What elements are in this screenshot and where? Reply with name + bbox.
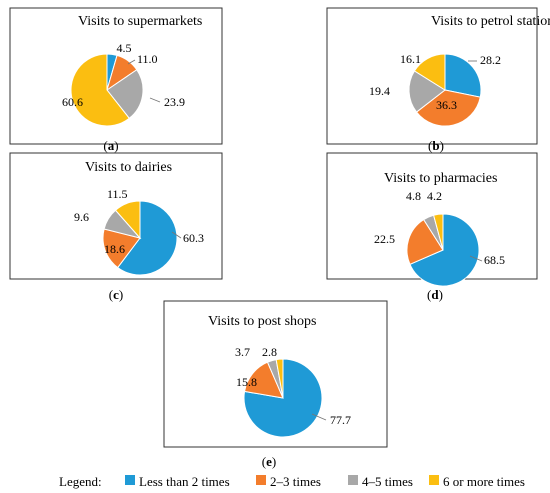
leader-line <box>149 97 161 103</box>
panel-caption: (e) <box>262 454 276 469</box>
panel-caption: (c) <box>109 287 123 302</box>
pie-title: Visits to supermarkets <box>78 14 202 29</box>
leader-line <box>469 255 483 262</box>
panel-border <box>326 7 538 145</box>
data-label-6-or-more-times: 60.6 <box>62 95 83 109</box>
pie-slice-6-or-more-times <box>413 53 446 91</box>
pie-slice-4-5-times <box>106 69 144 120</box>
data-label-2-3-times: 22.5 <box>374 232 395 246</box>
panel-caption: (b) <box>428 138 444 153</box>
data-label-2-3-times: 36.3 <box>436 98 457 112</box>
legend-item-6-or-more-times: 6 or more times <box>443 474 525 489</box>
data-label-2-3-times: 15.8 <box>236 375 257 389</box>
pie-title: Visits to pharmacies <box>384 171 497 186</box>
legend-item-4-5-times: 4–5 times <box>362 474 413 489</box>
panel-caption: (d) <box>427 287 443 302</box>
data-label-6-or-more-times: 2.8 <box>262 345 277 359</box>
legend-swatch-6-or-more-times <box>429 475 439 485</box>
pie-title: Visits to petrol stations <box>431 14 550 29</box>
data-label-6-or-more-times: 4.2 <box>427 189 442 203</box>
pie-panel-d: Visits to pharmacies 68.5 22.5 4.8 4.2 (d) <box>326 152 538 302</box>
panel-border <box>9 7 223 145</box>
panel-caption: (a) <box>103 138 118 153</box>
data-label-less-than-2-times: 4.5 <box>117 41 132 55</box>
data-label-2-3-times: 18.6 <box>104 242 125 256</box>
data-label-less-than-2-times: 68.5 <box>484 253 505 267</box>
pie-panel-a: Visits to supermarkets 4.5 11.0 23.9 60.6 (a) <box>9 7 223 153</box>
panel-border <box>9 152 223 280</box>
data-label-4-5-times: 3.7 <box>235 345 250 359</box>
data-label-4-5-times: 23.9 <box>164 95 185 109</box>
pie-slice-less-than-2-times <box>409 213 480 287</box>
pie-slice-2-3-times <box>415 89 481 127</box>
pie-slice-less-than-2-times <box>444 53 482 98</box>
data-label-4-5-times: 19.4 <box>369 84 390 98</box>
data-label-less-than-2-times: 28.2 <box>480 53 501 67</box>
pie-slice-4-5-times <box>408 70 446 113</box>
legend-item-less-than-2-times: Less than 2 times <box>139 474 230 489</box>
panel-border <box>163 300 388 448</box>
legend-swatch-less-than-2-times <box>125 475 135 485</box>
data-label-6-or-more-times: 11.5 <box>107 187 128 201</box>
legend-swatch-4-5-times <box>348 475 358 485</box>
pie-slice-6-or-more-times <box>70 53 130 127</box>
data-label-4-5-times: 4.8 <box>406 189 421 203</box>
data-label-6-or-more-times: 16.1 <box>400 52 421 66</box>
data-label-less-than-2-times: 77.7 <box>330 413 351 427</box>
legend: Legend: Less than 2 times 2–3 times 4–5 tim… <box>59 474 525 489</box>
pie-title: Visits to post shops <box>208 314 316 329</box>
pie-slice-6-or-more-times <box>275 358 284 399</box>
pie-slice-6-or-more-times <box>432 213 444 251</box>
leader-line <box>127 59 136 65</box>
pie-slice-2-3-times <box>406 218 444 265</box>
pie-title: Visits to dairies <box>85 160 172 175</box>
legend-item-2-3-times: 2–3 times <box>270 474 321 489</box>
pie-panel-e: Visits to post shops 77.7 15.8 3.7 2.8 (e) <box>163 300 388 469</box>
legend-label: Legend: <box>59 474 102 489</box>
pie-slice-6-or-more-times <box>114 200 141 240</box>
legend-swatch-2-3-times <box>256 475 266 485</box>
pie-panel-b: Visits to petrol stations 28.2 36.3 19.4 16.… <box>326 7 550 153</box>
pie-slice-less-than-2-times <box>116 200 178 276</box>
leader-line <box>311 413 327 421</box>
leader-line <box>171 231 182 239</box>
pie-slice-2-3-times <box>102 228 141 269</box>
pie-panel-c: Visits to dairies 60.3 18.6 9.6 11.5 (c) <box>9 152 223 302</box>
data-label-4-5-times: 9.6 <box>74 210 89 224</box>
data-label-less-than-2-times: 60.3 <box>183 231 204 245</box>
data-label-2-3-times: 11.0 <box>137 52 158 66</box>
